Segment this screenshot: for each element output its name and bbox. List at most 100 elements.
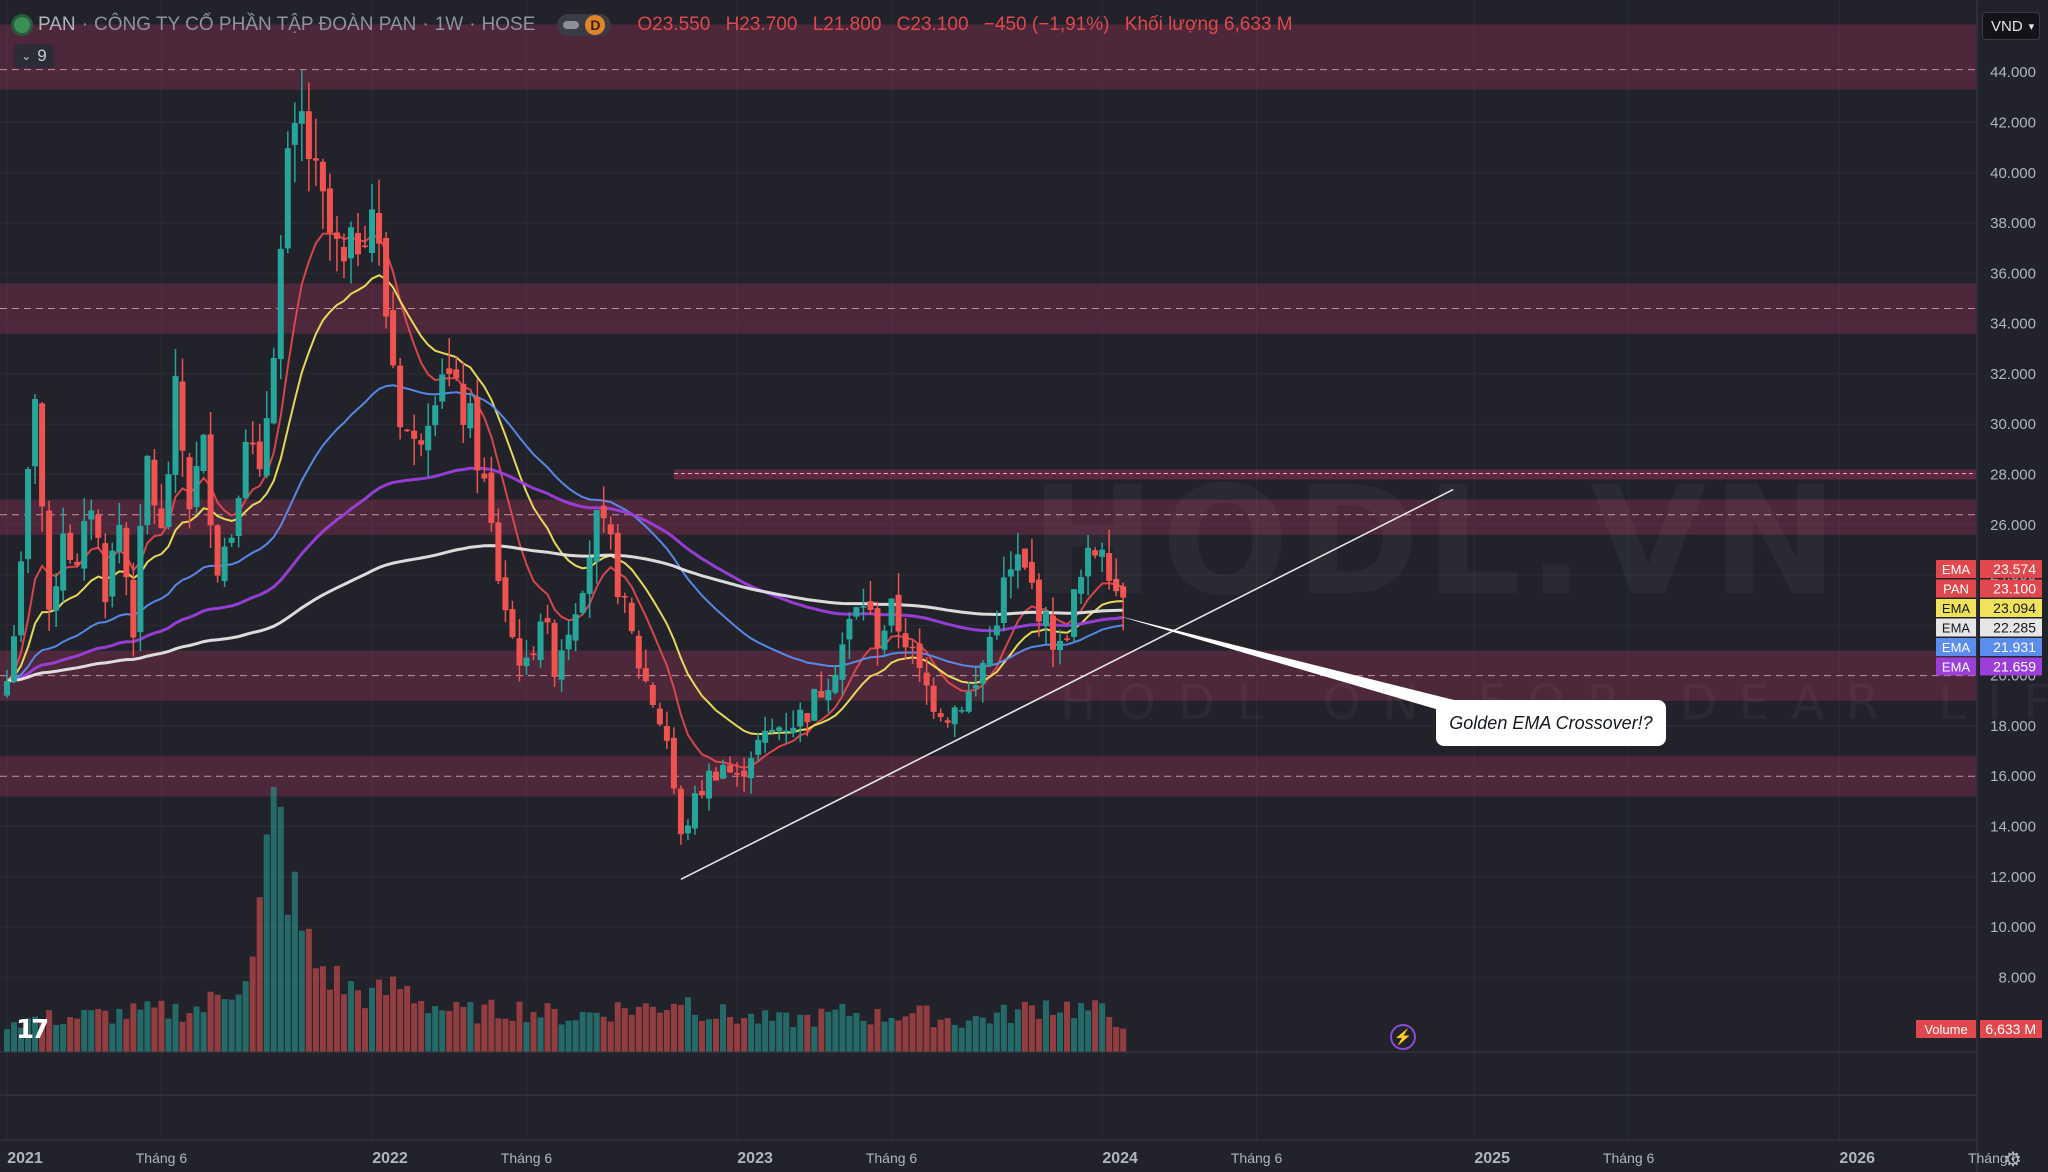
candle-body bbox=[874, 608, 881, 649]
candle-body bbox=[720, 764, 727, 779]
volume-bar bbox=[88, 1010, 95, 1052]
candle-body bbox=[993, 625, 1000, 636]
price-tick-label: 18.000 bbox=[1990, 718, 2036, 735]
annotation-callout[interactable]: Golden EMA Crossover!? bbox=[1436, 700, 1666, 746]
candle-body bbox=[123, 527, 130, 578]
candle-body bbox=[67, 532, 74, 561]
candle-body bbox=[172, 376, 179, 475]
symbol-legend[interactable]: PAN · CÔNG TY CỔ PHẦN TẬP ĐOÀN PAN · 1W … bbox=[14, 12, 1293, 38]
volume-bar bbox=[404, 985, 411, 1052]
candle-body bbox=[25, 469, 32, 560]
data-status-pill[interactable]: D bbox=[557, 14, 612, 36]
candle-body bbox=[1071, 589, 1078, 637]
volume-bar bbox=[488, 999, 495, 1052]
candle-body bbox=[467, 403, 474, 429]
volume-bar bbox=[277, 806, 284, 1052]
volume-bar bbox=[713, 1018, 720, 1052]
volume-bar bbox=[1064, 1001, 1071, 1052]
volume-bar bbox=[523, 1022, 530, 1052]
price-tick-label: 26.000 bbox=[1990, 517, 2036, 534]
delayed-data-badge[interactable]: D bbox=[585, 15, 606, 35]
volume-bar bbox=[109, 1023, 116, 1052]
volume-bar bbox=[130, 1003, 137, 1052]
candle-body bbox=[1106, 553, 1113, 581]
candle-body bbox=[621, 595, 628, 598]
candle-body bbox=[263, 418, 270, 476]
candle-body bbox=[277, 248, 284, 360]
candle-body bbox=[684, 825, 691, 834]
price-tick-label: 40.000 bbox=[1990, 165, 2036, 182]
volume-label-tag bbox=[1916, 1020, 1976, 1038]
volume-bar bbox=[439, 1010, 446, 1052]
volume-bar bbox=[376, 979, 383, 1052]
candle-body bbox=[81, 520, 88, 569]
volume-label: Khối lượng bbox=[1124, 14, 1219, 35]
collapse-indicators-button[interactable]: ⌄ 9 bbox=[14, 44, 54, 68]
volume-bar bbox=[165, 1018, 172, 1052]
currency-select[interactable]: VND ▾ bbox=[1982, 12, 2040, 40]
candle-body bbox=[474, 397, 481, 471]
ohlc-values: O23.550 H23.700 L21.800 C23.100 −450 (−1… bbox=[637, 14, 1292, 36]
candle-body bbox=[109, 550, 116, 597]
volume-bar bbox=[158, 1000, 165, 1052]
eye-icon[interactable] bbox=[563, 21, 580, 29]
gear-icon[interactable]: ⚙ bbox=[2004, 1149, 2022, 1171]
volume-bar bbox=[642, 1003, 649, 1052]
price-label-box bbox=[1980, 618, 2042, 637]
candle-body bbox=[530, 653, 537, 656]
volume-bar bbox=[586, 1012, 593, 1052]
volume-bar bbox=[1113, 1027, 1120, 1052]
candle-body bbox=[207, 434, 214, 526]
volume-bar bbox=[242, 981, 249, 1052]
candle-body bbox=[516, 638, 523, 666]
volume-bar bbox=[11, 1022, 18, 1052]
volume-bar bbox=[340, 994, 347, 1052]
volume-bar bbox=[1071, 1018, 1078, 1052]
watermark: HODL.VN bbox=[1030, 455, 1844, 629]
tradingview-logo[interactable]: 17 bbox=[16, 1015, 49, 1045]
volume-bar bbox=[453, 1001, 460, 1052]
candle-body bbox=[228, 537, 235, 543]
volume-bar bbox=[411, 1003, 418, 1052]
candle-body bbox=[825, 690, 832, 701]
candle-body bbox=[488, 472, 495, 523]
candle-body bbox=[74, 561, 81, 566]
volume-bar bbox=[979, 1017, 986, 1052]
volume-bar bbox=[32, 1016, 39, 1052]
volume-bar bbox=[916, 1005, 923, 1052]
volume-bar bbox=[390, 976, 397, 1052]
candle-body bbox=[909, 646, 916, 649]
candle-body bbox=[1092, 550, 1099, 556]
separator: · bbox=[422, 14, 429, 35]
candle-body bbox=[1035, 579, 1042, 622]
candle-body bbox=[495, 522, 502, 582]
candle-body bbox=[235, 498, 242, 537]
volume-bar bbox=[1085, 1010, 1092, 1052]
candle-body bbox=[706, 770, 712, 799]
interval: 1W bbox=[434, 14, 464, 35]
lightning-icon[interactable]: ⚡ bbox=[1390, 1024, 1416, 1050]
volume-bar bbox=[748, 1013, 755, 1052]
volume-bar bbox=[888, 1017, 895, 1052]
candle-body bbox=[1057, 640, 1063, 651]
symbol-name[interactable]: PAN bbox=[38, 14, 76, 35]
candle-body bbox=[165, 474, 172, 528]
volume-bar bbox=[102, 1010, 109, 1052]
support-resistance-zone bbox=[0, 24, 1976, 90]
volume-bar bbox=[572, 1020, 579, 1052]
price-tick-label: 30.000 bbox=[1990, 416, 2036, 433]
candle-body bbox=[1120, 586, 1127, 598]
candle-body bbox=[130, 579, 137, 638]
price-label-name: EMA bbox=[1942, 640, 1971, 655]
candle-body bbox=[39, 403, 46, 507]
volume-bar bbox=[691, 1014, 698, 1052]
support-resistance-zone bbox=[0, 499, 1976, 535]
volume-bar bbox=[1007, 1022, 1014, 1052]
candle-body bbox=[390, 310, 397, 366]
candle-body bbox=[649, 684, 656, 706]
volume-bar bbox=[516, 1001, 523, 1052]
price-tick-label: 42.000 bbox=[1990, 114, 2036, 131]
candle-body bbox=[937, 713, 944, 718]
candle-body bbox=[32, 399, 39, 467]
